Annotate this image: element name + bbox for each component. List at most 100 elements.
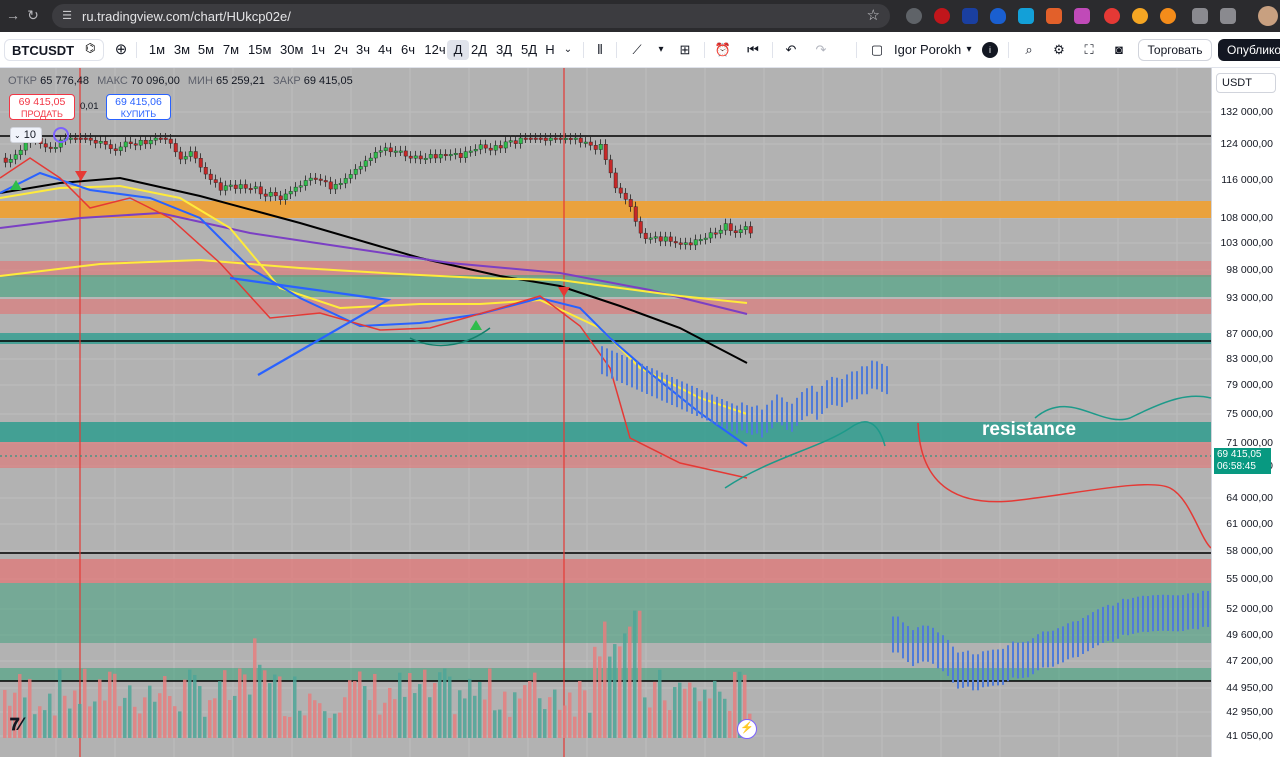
candle-down: [578, 137, 583, 143]
redo-icon[interactable]: ↷: [815, 42, 827, 57]
interval-14[interactable]: 2Д: [470, 42, 488, 57]
candle-down: [673, 241, 678, 244]
extension-blue-icon[interactable]: [962, 8, 978, 24]
ma-yellow: [0, 258, 748, 304]
extension-pink-icon[interactable]: [1074, 8, 1090, 24]
layouts-icon[interactable]: ⊞: [679, 42, 691, 57]
volume-bar: [558, 709, 562, 738]
volume-bar: [688, 682, 692, 738]
candle-up: [393, 150, 398, 153]
reload-icon[interactable]: ↻: [27, 7, 39, 23]
interval-16[interactable]: 5Д: [520, 42, 538, 57]
layout-name[interactable]: Igor Porokh: [894, 42, 962, 57]
bolt-icon[interactable]: ⚡: [737, 719, 757, 739]
buy-signal-arrow: [10, 180, 22, 190]
symbol-search[interactable]: BTCUSDT ⌬: [4, 39, 104, 61]
avatar[interactable]: [1258, 6, 1278, 26]
candle-down: [528, 137, 533, 140]
publish-button[interactable]: Опубликовать: [1218, 39, 1280, 61]
globe-icon[interactable]: [906, 8, 922, 24]
extension-cyan-icon[interactable]: [1018, 8, 1034, 24]
price-chart[interactable]: [0, 68, 1211, 757]
chevron-down-icon[interactable]: ⌄: [14, 131, 21, 140]
indicators-icon[interactable]: ⟋: [632, 42, 642, 57]
cycle-icon[interactable]: [53, 127, 69, 143]
interval-4[interactable]: 7м: [222, 42, 240, 57]
interval-8[interactable]: 2ч: [333, 42, 348, 57]
interval-10[interactable]: 4ч: [377, 42, 392, 57]
volume-indicator-badge[interactable]: ⌄ 10: [10, 127, 42, 143]
shield-icon[interactable]: [990, 8, 1006, 24]
volume-bar: [73, 690, 77, 738]
camera-icon[interactable]: ◙: [1115, 42, 1123, 57]
bar-type-icon[interactable]: ⫴: [597, 42, 603, 57]
alert-icon[interactable]: ⏰: [714, 42, 732, 57]
chevron-down-icon[interactable]: ▾: [658, 44, 664, 55]
replay-icon[interactable]: ⏮: [747, 42, 759, 57]
buy-button[interactable]: 69 415,06 КУПИТЬ: [106, 94, 171, 120]
candle-up: [118, 146, 123, 151]
layout-square-icon[interactable]: ▢: [870, 42, 884, 57]
symbol-options-icon[interactable]: ⌬: [85, 41, 96, 55]
candle-up: [268, 192, 273, 197]
volume-bar: [498, 709, 502, 738]
chart-pane[interactable]: ОТКР 65 776,48 МАКС 70 096,00 МИН 65 259…: [0, 68, 1280, 757]
interval-2[interactable]: 3м: [173, 42, 191, 57]
sell-label: ПРОДАТЬ: [21, 109, 63, 119]
settings-icon[interactable]: ⚙: [1053, 42, 1065, 57]
puzzle-icon[interactable]: [1220, 8, 1236, 24]
volume-bar: [633, 610, 637, 738]
price-scale[interactable]: USDT 132 000,00 124 000,00 116 000,00 108 0…: [1211, 68, 1280, 757]
candle-down: [163, 137, 168, 140]
candle-up: [378, 150, 383, 153]
candle-up: [423, 157, 428, 160]
interval-15[interactable]: 3Д: [495, 42, 513, 57]
candle-down: [403, 150, 408, 157]
extension-orange-icon[interactable]: [1046, 8, 1062, 24]
chevron-down-icon[interactable]: ▾: [966, 44, 972, 55]
volume-bar: [108, 671, 112, 738]
interval-12[interactable]: 12ч: [424, 42, 446, 57]
interval-5[interactable]: 15м: [248, 42, 272, 57]
candle-up: [413, 155, 418, 159]
candle-down: [73, 137, 78, 140]
search-icon[interactable]: ⌕: [1025, 42, 1033, 57]
candle-up: [718, 229, 723, 234]
interval-3[interactable]: 5м: [197, 42, 215, 57]
candle-down: [543, 137, 548, 141]
price-label-20: 47 200,00: [1226, 655, 1273, 667]
address-bar[interactable]: ☰ ru.tradingview.com/chart/HUkcp02e/ ☆: [52, 4, 890, 28]
site-settings-icon[interactable]: ☰: [62, 10, 72, 22]
interval-11[interactable]: 6ч: [400, 42, 415, 57]
interval-13[interactable]: Д: [447, 40, 469, 60]
volume-bar: [668, 710, 672, 738]
volume-bar: [333, 713, 337, 738]
back-arrow-icon[interactable]: →: [6, 7, 20, 23]
currency-select[interactable]: USDT: [1216, 73, 1276, 93]
tradingview-logo-icon[interactable]: 𝟕⁄: [10, 715, 23, 735]
extension-red-icon[interactable]: [934, 8, 950, 24]
fullscreen-icon[interactable]: ⛶: [1084, 42, 1094, 57]
bitcoin-icon[interactable]: [1160, 8, 1176, 24]
toolbar-divider: [136, 42, 137, 58]
volume-bar: [118, 706, 122, 738]
adblock-icon[interactable]: [1104, 8, 1120, 24]
interval-17[interactable]: Н: [545, 42, 555, 57]
star-icon[interactable]: ☆: [866, 7, 880, 24]
interval-6[interactable]: 30м: [280, 42, 304, 57]
interval-7[interactable]: 1ч: [310, 42, 325, 57]
extension-yellow-icon[interactable]: [1132, 8, 1148, 24]
add-compare-icon[interactable]: ⊕: [114, 41, 128, 58]
volume-bar: [713, 680, 717, 738]
interval-9[interactable]: 3ч: [355, 42, 370, 57]
undo-icon[interactable]: ↶: [785, 42, 797, 57]
info-icon[interactable]: i: [982, 42, 998, 58]
trade-button[interactable]: Торговать: [1138, 39, 1212, 61]
volume-bar: [278, 676, 282, 738]
chevron-down-icon[interactable]: ⌄: [563, 44, 573, 55]
interval-1[interactable]: 1м: [148, 42, 166, 57]
toolbar-divider: [583, 42, 584, 58]
pencil-icon[interactable]: [1192, 8, 1208, 24]
sell-button[interactable]: 69 415,05 ПРОДАТЬ: [9, 94, 75, 120]
volume-bar: [618, 646, 622, 738]
